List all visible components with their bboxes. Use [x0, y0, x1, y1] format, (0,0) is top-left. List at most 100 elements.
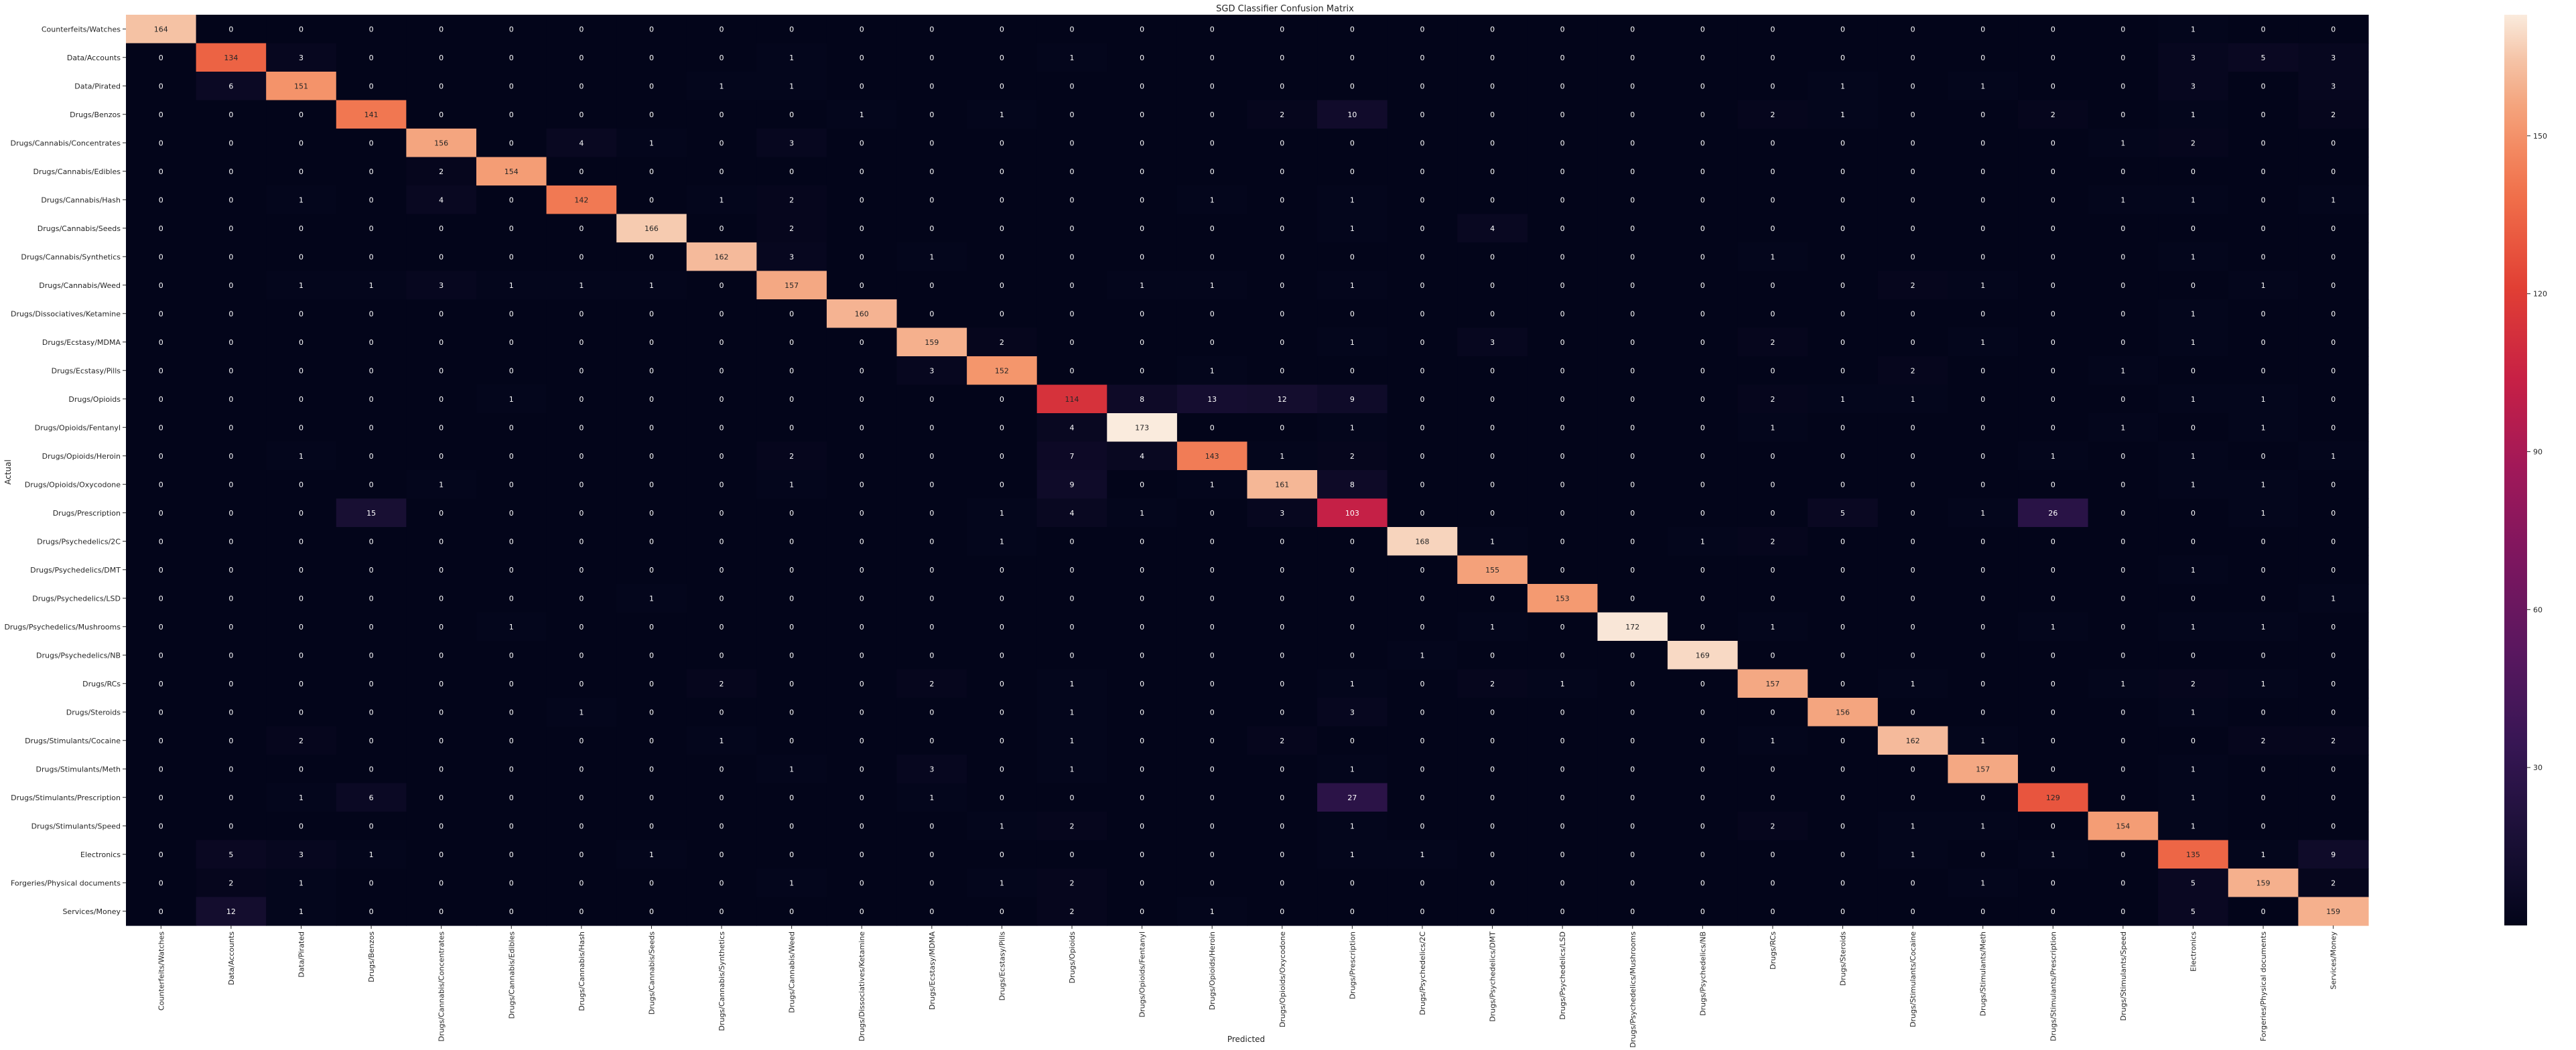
heatmap-cell-19-19 — [1457, 555, 1528, 585]
cell-value-11-13: 0 — [1070, 338, 1075, 347]
cell-value-0-17: 0 — [1350, 25, 1355, 33]
cell-value-27-14: 0 — [1140, 794, 1144, 802]
heatmap-cell-9-1 — [196, 271, 267, 300]
heatmap-cell-30-11 — [896, 869, 967, 898]
cell-value-2-9: 1 — [789, 82, 794, 90]
heatmap-cell-15-1 — [196, 441, 267, 471]
cell-value-12-19: 0 — [1490, 366, 1495, 375]
cell-value-17-2: 0 — [299, 509, 303, 518]
heatmap-cell-12-1 — [196, 356, 267, 386]
heatmap-cell-14-16 — [1247, 413, 1318, 443]
cell-value-1-17: 0 — [1350, 54, 1355, 62]
heatmap-cell-17-7 — [616, 498, 687, 528]
cell-value-26-28: 0 — [2120, 765, 2125, 773]
heatmap-cell-23-23 — [1737, 669, 1808, 698]
heatmap-cell-26-21 — [1597, 755, 1668, 784]
cell-value-5-0: 0 — [159, 167, 163, 176]
heatmap-cell-10-21 — [1597, 299, 1668, 329]
heatmap-cell-30-22 — [1668, 869, 1739, 898]
heatmap-cell-14-6 — [546, 413, 617, 443]
heatmap-cell-28-30 — [2228, 812, 2299, 841]
heatmap-cell-28-10 — [826, 812, 898, 841]
cell-value-9-1: 0 — [228, 281, 233, 290]
cell-value-17-6: 0 — [579, 509, 584, 518]
cell-value-18-7: 0 — [649, 537, 654, 546]
heatmap-cell-23-17 — [1317, 669, 1388, 698]
heatmap-cell-24-28 — [2088, 698, 2159, 727]
cell-value-1-20: 0 — [1560, 54, 1565, 62]
heatmap-cell-2-11 — [896, 72, 967, 101]
cell-value-6-30: 0 — [2261, 196, 2266, 204]
heatmap-cell-24-13 — [1036, 698, 1107, 727]
cell-value-21-26: 0 — [1980, 623, 1985, 631]
heatmap-cell-6-11 — [896, 185, 967, 215]
heatmap-cell-0-7 — [616, 15, 687, 44]
cell-value-4-21: 0 — [1630, 139, 1635, 147]
cell-value-21-10: 0 — [860, 623, 864, 631]
cell-value-5-3: 0 — [369, 167, 374, 176]
heatmap-cell-31-29 — [2158, 897, 2229, 926]
cell-value-23-4: 0 — [439, 680, 444, 688]
cell-value-10-31: 0 — [2331, 309, 2335, 318]
heatmap-cell-0-20 — [1527, 15, 1599, 44]
heatmap-cell-26-9 — [756, 755, 827, 784]
heatmap-cell-12-13 — [1036, 356, 1107, 386]
heatmap-cell-18-5 — [476, 527, 547, 556]
heatmap-cell-29-9 — [756, 840, 827, 869]
cell-value-3-13: 0 — [1070, 110, 1075, 119]
heatmap-cell-10-17 — [1317, 299, 1388, 329]
heatmap-cell-12-11 — [896, 356, 967, 386]
cell-value-29-9: 0 — [789, 850, 794, 859]
cell-value-7-19: 4 — [1490, 224, 1495, 233]
heatmap-cell-3-29 — [2158, 100, 2229, 129]
cell-value-9-2: 1 — [299, 281, 303, 290]
cell-value-5-13: 0 — [1070, 167, 1075, 176]
heatmap-cell-9-19 — [1457, 271, 1528, 300]
y-tick-label-6: Drugs/Cannabis/Hash — [41, 196, 121, 204]
heatmap-cell-17-11 — [896, 498, 967, 528]
cell-value-17-17: 103 — [1345, 509, 1359, 518]
heatmap-cell-27-20 — [1527, 783, 1599, 812]
heatmap-cell-14-18 — [1387, 413, 1458, 443]
cell-value-24-22: 0 — [1700, 708, 1705, 717]
cell-value-25-3: 0 — [369, 737, 374, 745]
cell-value-26-11: 3 — [929, 765, 934, 773]
heatmap-cell-19-30 — [2228, 555, 2299, 585]
heatmap-cell-3-0 — [126, 100, 197, 129]
heatmap-cell-26-14 — [1107, 755, 1178, 784]
cell-value-0-29: 1 — [2191, 25, 2195, 33]
cell-value-20-0: 0 — [159, 594, 163, 603]
heatmap-cell-1-17 — [1317, 43, 1388, 72]
heatmap-cell-30-9 — [756, 869, 827, 898]
heatmap-cell-30-18 — [1387, 869, 1458, 898]
heatmap-cell-13-13 — [1036, 384, 1107, 414]
heatmap-cell-18-10 — [826, 527, 898, 556]
cell-value-30-22: 0 — [1700, 879, 1705, 887]
heatmap-cell-9-0 — [126, 271, 197, 300]
heatmap-cell-7-22 — [1668, 214, 1739, 243]
cell-value-22-14: 0 — [1140, 651, 1144, 660]
cell-value-1-29: 3 — [2191, 54, 2195, 62]
cell-value-10-21: 0 — [1630, 309, 1635, 318]
heatmap-cell-17-24 — [1808, 498, 1879, 528]
heatmap-cell-11-10 — [826, 327, 898, 357]
cell-value-2-12: 0 — [1000, 82, 1004, 90]
heatmap-cell-11-1 — [196, 327, 267, 357]
cell-value-24-10: 0 — [860, 708, 864, 717]
heatmap-cell-15-15 — [1176, 441, 1248, 471]
cell-value-14-30: 1 — [2261, 423, 2266, 432]
heatmap-cell-29-13 — [1036, 840, 1107, 869]
heatmap-cell-5-1 — [196, 157, 267, 186]
cell-value-27-3: 6 — [369, 794, 374, 802]
cell-value-24-16: 0 — [1280, 708, 1284, 717]
heatmap-cell-30-16 — [1247, 869, 1318, 898]
cell-value-30-7: 0 — [649, 879, 654, 887]
cell-value-27-9: 0 — [789, 794, 794, 802]
heatmap-cell-31-24 — [1808, 897, 1879, 926]
cell-value-11-23: 2 — [1770, 338, 1775, 347]
cell-value-6-15: 1 — [1210, 196, 1215, 204]
heatmap-cell-28-24 — [1808, 812, 1879, 841]
x-tick-label-17: Drugs/Prescription — [1348, 931, 1357, 999]
heatmap-cell-5-23 — [1737, 157, 1808, 186]
cell-value-15-24: 0 — [1840, 452, 1845, 461]
